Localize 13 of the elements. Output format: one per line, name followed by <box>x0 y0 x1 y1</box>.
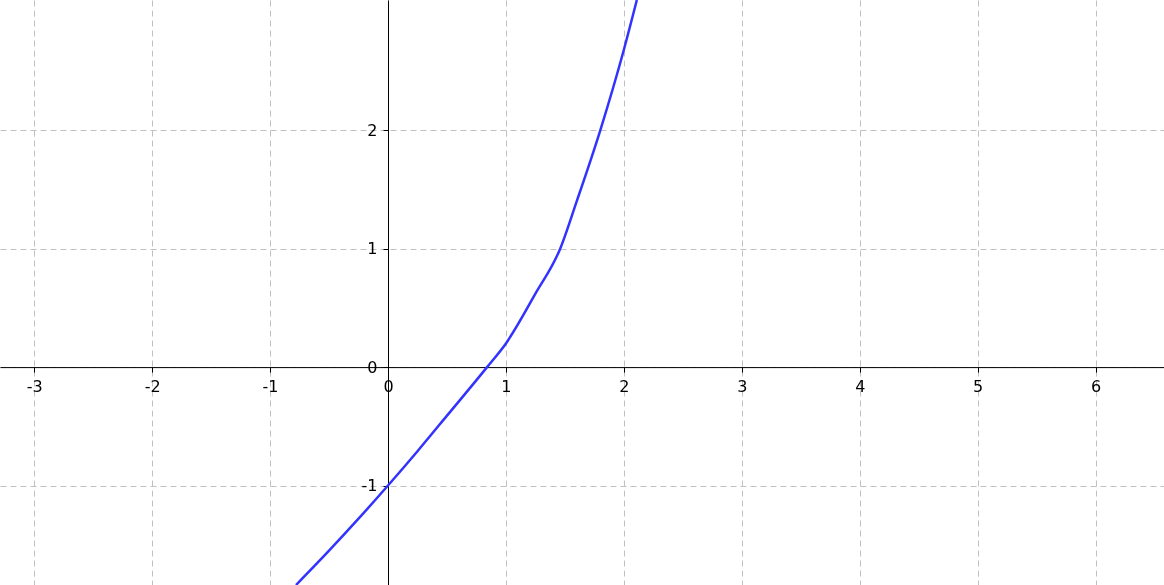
y-tick-label: -1 <box>361 476 378 496</box>
x-tick-label: -1 <box>262 376 279 396</box>
y-tick-label: 1 <box>367 239 378 259</box>
x-tick-label: 6 <box>1091 376 1102 396</box>
x-tick-label: 5 <box>973 376 984 396</box>
line-series <box>294 0 639 585</box>
x-tick-label: 3 <box>737 376 748 396</box>
x-tick-label: 4 <box>855 376 866 396</box>
x-tick-label: -3 <box>26 376 43 396</box>
x-tick-label: 2 <box>619 376 630 396</box>
y-tick-label: 2 <box>367 120 378 140</box>
x-tick-label: -2 <box>144 376 161 396</box>
x-tick-label: 1 <box>501 376 512 396</box>
